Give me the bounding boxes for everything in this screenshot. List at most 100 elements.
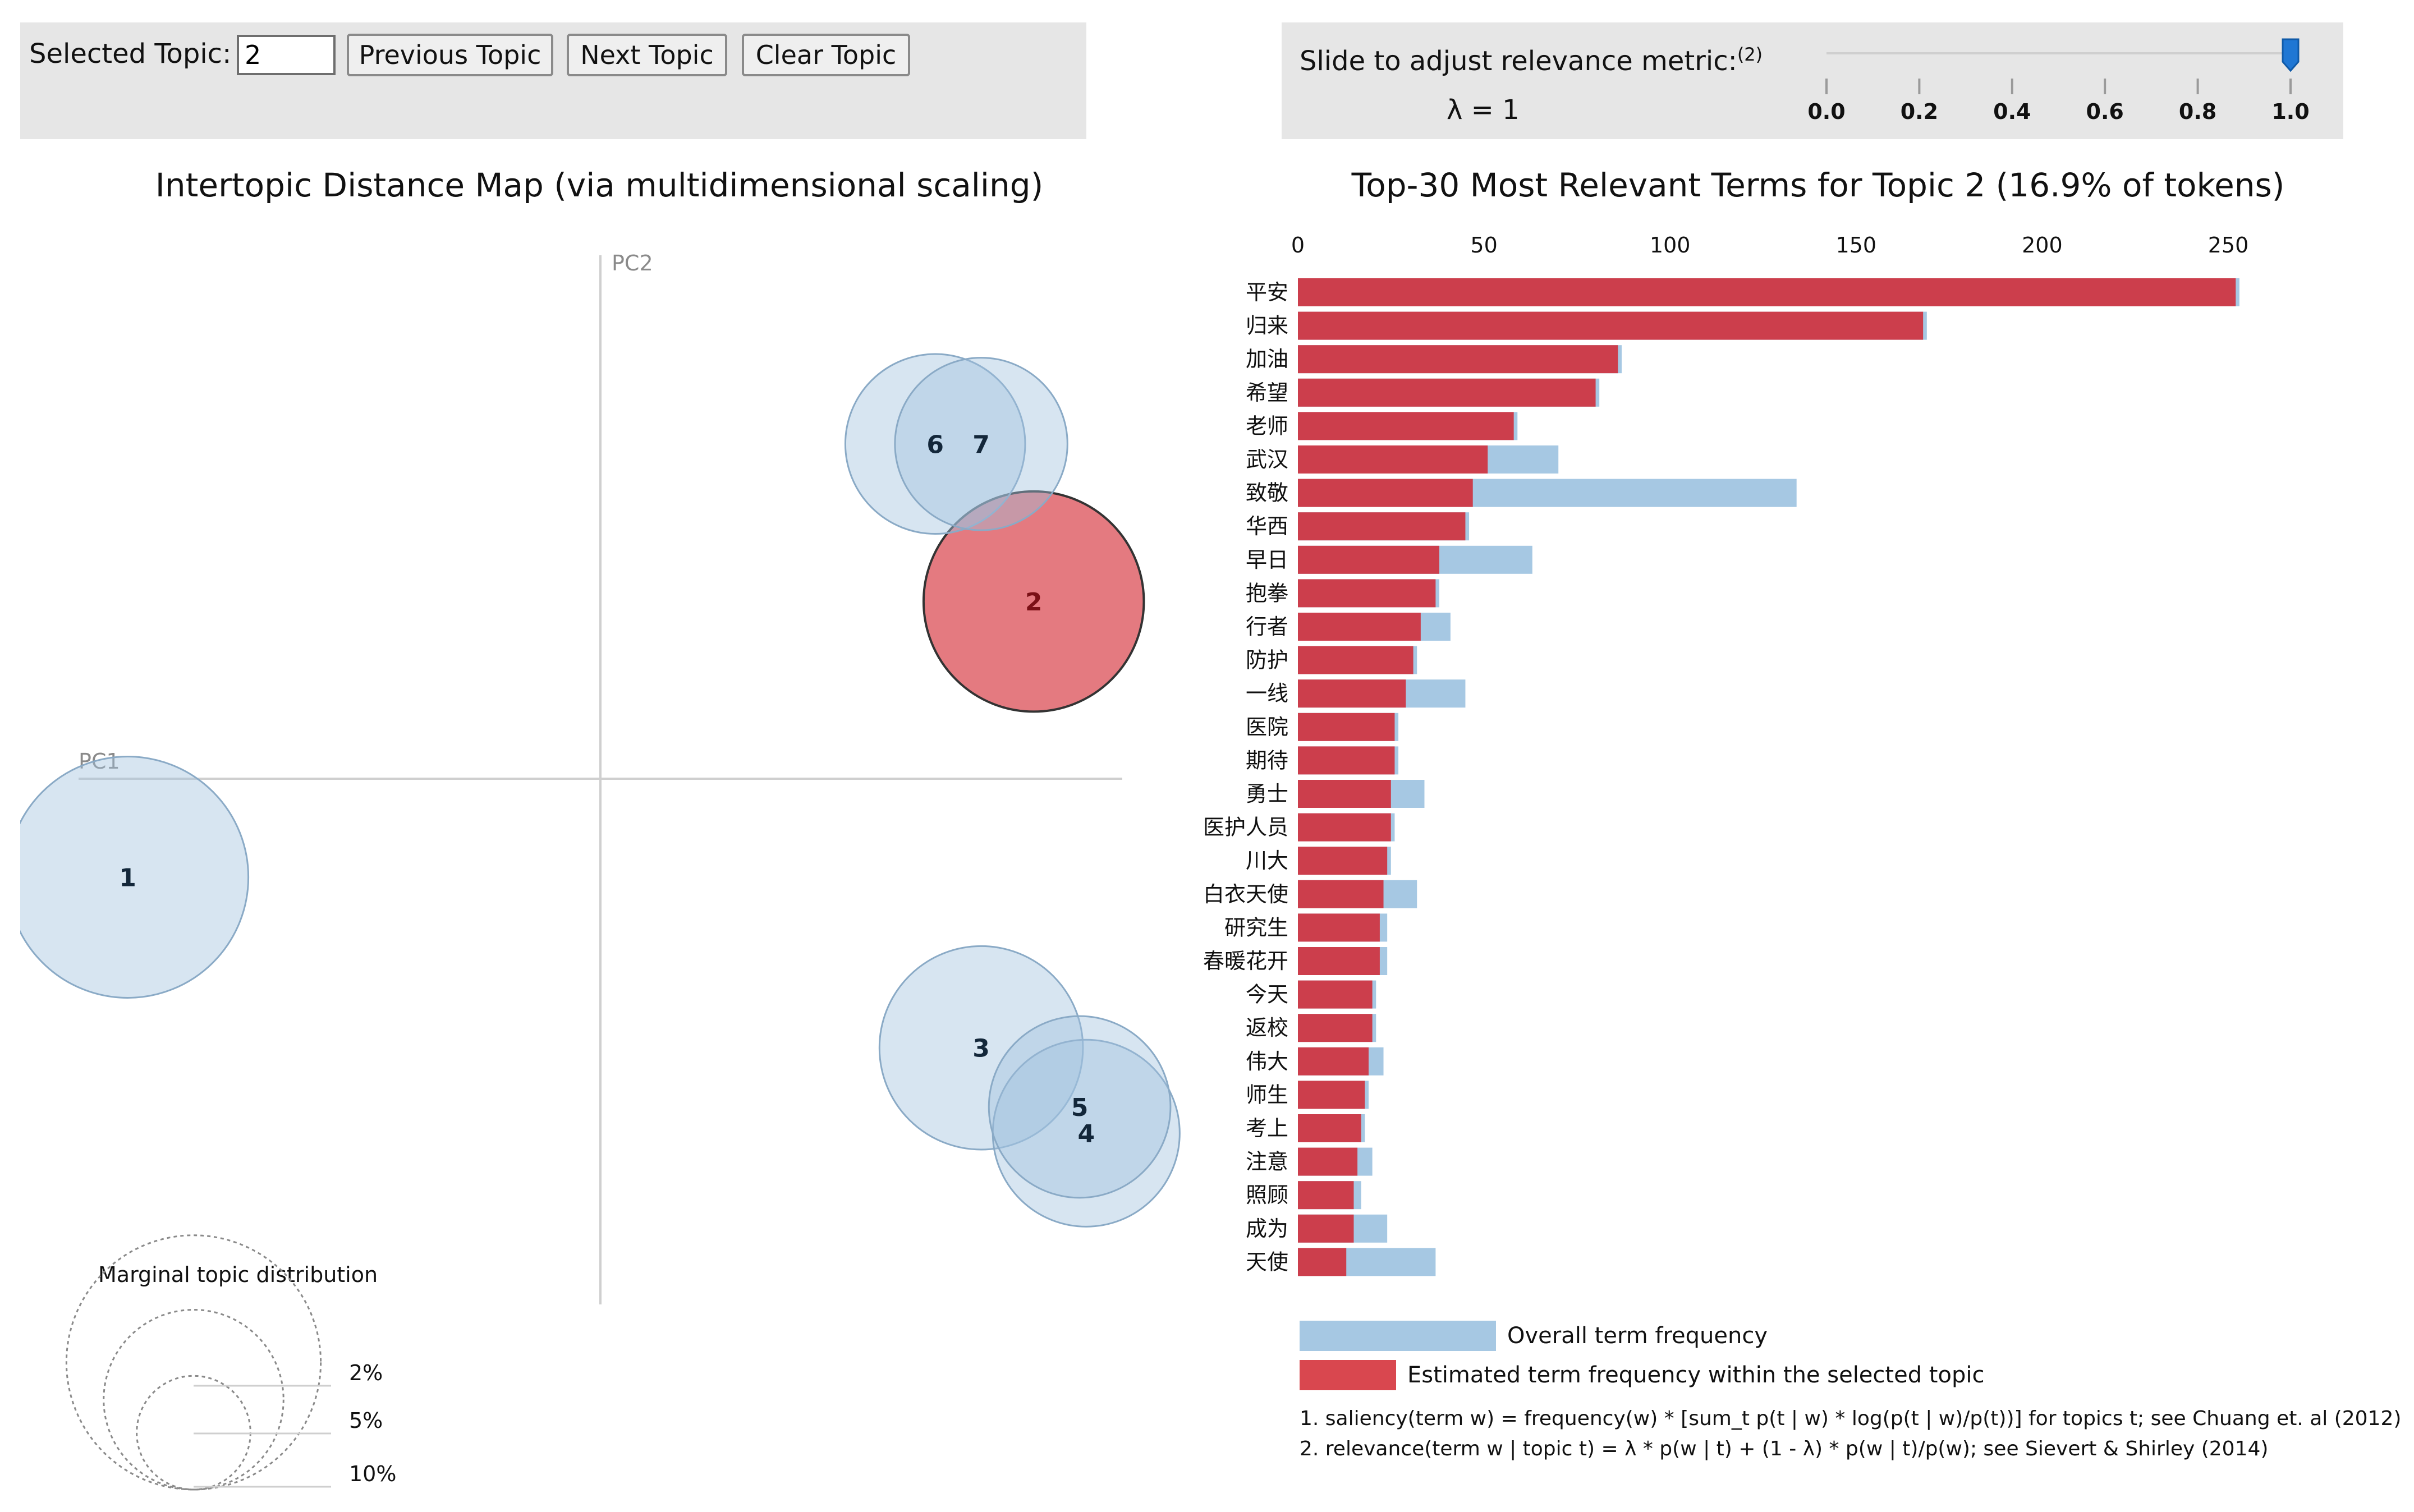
term-label-17[interactable]: 川大 xyxy=(1246,848,1288,873)
topic-label-7: 7 xyxy=(972,430,990,459)
term-label-18[interactable]: 白衣天使 xyxy=(1203,882,1288,907)
previous-topic-button[interactable]: Previous Topic xyxy=(347,34,553,76)
slider-footnote-ref: (2) xyxy=(1737,44,1763,65)
topic-bar-3[interactable] xyxy=(1298,378,1596,407)
term-label-23[interactable]: 伟大 xyxy=(1246,1049,1288,1074)
slider-knob[interactable] xyxy=(2282,38,2300,72)
topic-bar-24[interactable] xyxy=(1298,1081,1365,1109)
clear-topic-button[interactable]: Clear Topic xyxy=(742,34,910,76)
term-label-4[interactable]: 老师 xyxy=(1246,413,1288,438)
term-label-24[interactable]: 师生 xyxy=(1246,1082,1288,1107)
term-label-26[interactable]: 注意 xyxy=(1246,1150,1288,1174)
marginal-distribution-legend: 2% 5% 10% xyxy=(65,1234,396,1491)
term-label-22[interactable]: 返校 xyxy=(1246,1015,1288,1040)
slider-label: Slide to adjust relevance metric:(2) xyxy=(1300,44,1763,77)
topic-bar-28[interactable] xyxy=(1298,1214,1354,1243)
topic-bar-12[interactable] xyxy=(1298,679,1406,708)
topic-bar-18[interactable] xyxy=(1298,880,1384,908)
topic-bar-0[interactable] xyxy=(1298,278,2236,306)
slider-ticks: 0.0 0.2 0.4 0.6 0.8 1.0 xyxy=(1807,79,2310,124)
term-bars xyxy=(1298,278,2239,1276)
bar-x-axis: 0 50 100 150 200 250 xyxy=(1291,233,2248,258)
term-label-5[interactable]: 武汉 xyxy=(1246,447,1288,472)
slider-label-text: Slide to adjust relevance metric: xyxy=(1300,45,1737,77)
term-label-1[interactable]: 归来 xyxy=(1246,314,1288,338)
topic-bar-8[interactable] xyxy=(1298,545,1440,574)
lambda-slider[interactable]: 0.0 0.2 0.4 0.6 0.8 1.0 xyxy=(1807,38,2310,124)
topic-bar-9[interactable] xyxy=(1298,579,1436,608)
topic-bar-25[interactable] xyxy=(1298,1114,1361,1142)
topic-circle-7[interactable] xyxy=(894,357,1068,531)
term-label-25[interactable]: 考上 xyxy=(1246,1116,1288,1141)
term-label-16[interactable]: 医护人员 xyxy=(1203,815,1288,840)
term-label-15[interactable]: 勇士 xyxy=(1246,782,1288,806)
footnote-relevance: 2. relevance(term w | topic t) = λ * p(w… xyxy=(1300,1437,2268,1460)
relevant-terms-title: Top-30 Most Relevant Terms for Topic 2 (… xyxy=(1351,166,2285,204)
term-label-21[interactable]: 今天 xyxy=(1246,982,1288,1007)
bar-x-tick-1: 50 xyxy=(1470,233,1497,258)
topic-bar-1[interactable] xyxy=(1298,311,1924,340)
term-label-10[interactable]: 行者 xyxy=(1246,614,1288,639)
topic-bar-17[interactable] xyxy=(1298,847,1388,875)
slider-tick-label-5: 1.0 xyxy=(2271,99,2309,124)
topic-circles xyxy=(7,353,1181,1228)
topic-bar-5[interactable] xyxy=(1298,445,1488,474)
legend-size-label-2: 10% xyxy=(349,1462,396,1486)
next-topic-button[interactable]: Next Topic xyxy=(567,34,727,76)
term-label-9[interactable]: 抱拳 xyxy=(1246,581,1288,605)
term-label-6[interactable]: 致敬 xyxy=(1246,481,1288,505)
topic-circle-3[interactable] xyxy=(878,945,1084,1151)
topic-label-3: 3 xyxy=(972,1035,990,1063)
topic-bar-13[interactable] xyxy=(1298,713,1395,741)
topic-bar-15[interactable] xyxy=(1298,780,1391,808)
topic-bar-16[interactable] xyxy=(1298,813,1391,842)
pc1-axis-label: PC1 xyxy=(79,749,120,774)
term-label-13[interactable]: 医院 xyxy=(1246,715,1288,739)
term-label-28[interactable]: 成为 xyxy=(1246,1216,1288,1241)
topic-bar-14[interactable] xyxy=(1298,746,1395,775)
term-label-3[interactable]: 希望 xyxy=(1246,380,1288,405)
legend-swatch-topic xyxy=(1300,1360,1396,1390)
bar-legend: Overall term frequency Estimated term fr… xyxy=(1300,1321,1984,1390)
term-label-27[interactable]: 照顾 xyxy=(1246,1183,1288,1207)
topic-bar-11[interactable] xyxy=(1298,646,1413,674)
topic-bar-2[interactable] xyxy=(1298,345,1618,374)
slider-tick-label-3: 0.6 xyxy=(2086,99,2124,124)
term-label-0[interactable]: 平安 xyxy=(1246,280,1288,305)
topic-circle-2[interactable] xyxy=(922,490,1145,713)
term-label-11[interactable]: 防护 xyxy=(1246,648,1288,673)
topic-bar-29[interactable] xyxy=(1298,1248,1347,1276)
bar-x-tick-3: 150 xyxy=(1836,233,1877,258)
term-label-19[interactable]: 研究生 xyxy=(1224,915,1288,940)
topic-circle-1[interactable] xyxy=(7,756,250,999)
topic-bar-23[interactable] xyxy=(1298,1047,1369,1076)
legend-circle-1 xyxy=(103,1308,284,1491)
slider-tick-label-1: 0.2 xyxy=(1901,99,1938,124)
topic-circle-5[interactable] xyxy=(988,1015,1172,1199)
topic-circle-6[interactable] xyxy=(844,353,1026,535)
topic-bar-10[interactable] xyxy=(1298,613,1421,641)
term-label-8[interactable]: 早日 xyxy=(1246,548,1288,572)
topic-bar-26[interactable] xyxy=(1298,1147,1358,1176)
topic-bar-22[interactable] xyxy=(1298,1014,1373,1042)
bar-x-tick-2: 100 xyxy=(1650,233,1691,258)
term-label-2[interactable]: 加油 xyxy=(1246,347,1288,371)
legend-size-label-0: 2% xyxy=(349,1361,383,1385)
topic-bar-6[interactable] xyxy=(1298,479,1473,507)
topic-bar-4[interactable] xyxy=(1298,412,1514,440)
term-label-20[interactable]: 春暖花开 xyxy=(1203,949,1288,973)
topic-bar-19[interactable] xyxy=(1298,913,1380,942)
term-label-7[interactable]: 华西 xyxy=(1246,514,1288,539)
topic-bar-7[interactable] xyxy=(1298,512,1466,541)
topic-bar-21[interactable] xyxy=(1298,980,1373,1009)
topic-bar-27[interactable] xyxy=(1298,1181,1354,1210)
relevance-slider-panel xyxy=(1282,22,2343,139)
term-label-29[interactable]: 天使 xyxy=(1246,1249,1288,1274)
selected-topic-input[interactable] xyxy=(237,35,336,75)
term-label-12[interactable]: 一线 xyxy=(1246,681,1288,706)
topic-bar-20[interactable] xyxy=(1298,947,1380,975)
intertopic-map-title: Intertopic Distance Map (via multidimens… xyxy=(155,166,1043,204)
term-label-14[interactable]: 期待 xyxy=(1246,748,1288,773)
